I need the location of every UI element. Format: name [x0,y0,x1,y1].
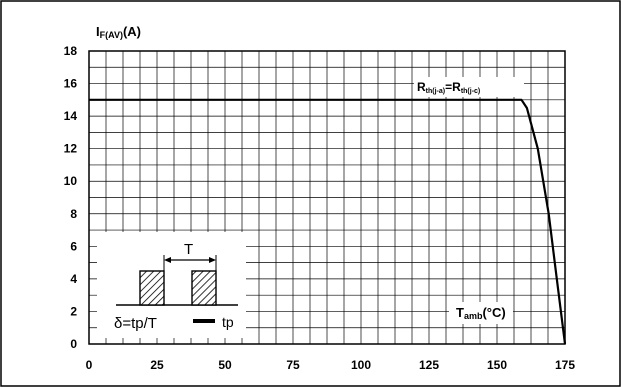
x-axis-label-unit: (°C) [482,305,505,320]
pulse-width-label: tp [222,314,234,330]
rth-equals: = [445,80,452,94]
pulse-2 [191,270,217,306]
y-axis-label-sub: F(AV) [100,30,123,40]
x-tick-label: 50 [218,358,232,372]
derating-curve [89,98,567,345]
y-axis-label-unit: (A) [123,24,141,39]
pulse-1 [139,270,165,306]
period-label: T [184,241,193,258]
x-tick-label: 125 [419,358,439,372]
y-tick-label: 12 [64,142,78,156]
x-axis-label-sub: amb [464,311,483,321]
rth-main-2: R [452,80,461,94]
y-tick-label: 14 [64,109,78,123]
y-tick-label: 6 [70,239,77,253]
x-tick-label: 100 [351,358,371,372]
x-tick-labels: 0 25 50 75 100 125 150 175 [86,358,576,372]
rth-sub-1: th(j-a) [426,88,445,95]
period-arrowhead-right [209,257,216,263]
x-tick-label: 25 [150,358,164,372]
rth-main-1: R [417,80,426,94]
y-tick-label: 4 [70,272,77,286]
rth-sub-2: th(j-c) [461,88,480,95]
x-tick-label: 0 [86,358,93,372]
x-axis-label: Tamb(°C) [456,305,506,321]
y-tick-label: 2 [70,304,77,318]
inset-background [97,232,246,338]
rth-label-background [414,77,524,97]
y-tick-labels: 0 2 4 6 8 10 12 14 16 18 [64,44,78,351]
plot-border [88,50,566,345]
rth-label: Rth(j-a)=Rth(j-c) [417,80,480,95]
x-axis-label-background [449,302,513,324]
x-tick-label: 75 [286,358,300,372]
y-tick-label: 0 [70,337,77,351]
y-tick-label: 10 [64,174,78,188]
duty-formula: δ=tp/T [114,315,157,332]
x-tick-label: 150 [487,358,507,372]
y-tick-label: 18 [64,44,78,58]
y-axis-label: IF(AV)(A) [96,24,141,40]
duty-cycle-inset: T δ=tp/T tp [97,232,246,338]
x-axis-label-main: T [456,305,464,320]
y-tick-label: 16 [64,77,78,91]
y-axis-label-main: I [96,24,100,39]
x-tick-label: 175 [555,358,575,372]
period-arrowhead-left [164,257,171,263]
y-tick-label: 8 [70,207,77,221]
